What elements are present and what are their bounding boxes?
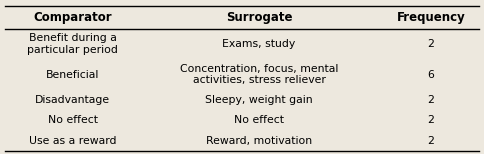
- Text: Beneficial: Beneficial: [46, 70, 99, 80]
- Text: 2: 2: [427, 136, 434, 146]
- Text: Surrogate: Surrogate: [226, 11, 292, 24]
- Text: Frequency: Frequency: [396, 11, 465, 24]
- Text: No effect: No effect: [47, 115, 98, 125]
- Text: Exams, study: Exams, study: [222, 39, 296, 49]
- Text: 2: 2: [427, 95, 434, 105]
- Text: Use as a reward: Use as a reward: [29, 136, 116, 146]
- Text: Sleepy, weight gain: Sleepy, weight gain: [205, 95, 313, 105]
- Text: 2: 2: [427, 115, 434, 125]
- Text: Concentration, focus, mental
activities, stress reliever: Concentration, focus, mental activities,…: [180, 64, 338, 85]
- Text: Disadvantage: Disadvantage: [35, 95, 110, 105]
- Text: 2: 2: [427, 39, 434, 49]
- Text: Reward, motivation: Reward, motivation: [206, 136, 312, 146]
- Text: No effect: No effect: [234, 115, 284, 125]
- Text: Benefit during a
particular period: Benefit during a particular period: [27, 33, 118, 55]
- Text: Comparator: Comparator: [33, 11, 112, 24]
- Text: 6: 6: [427, 70, 434, 80]
